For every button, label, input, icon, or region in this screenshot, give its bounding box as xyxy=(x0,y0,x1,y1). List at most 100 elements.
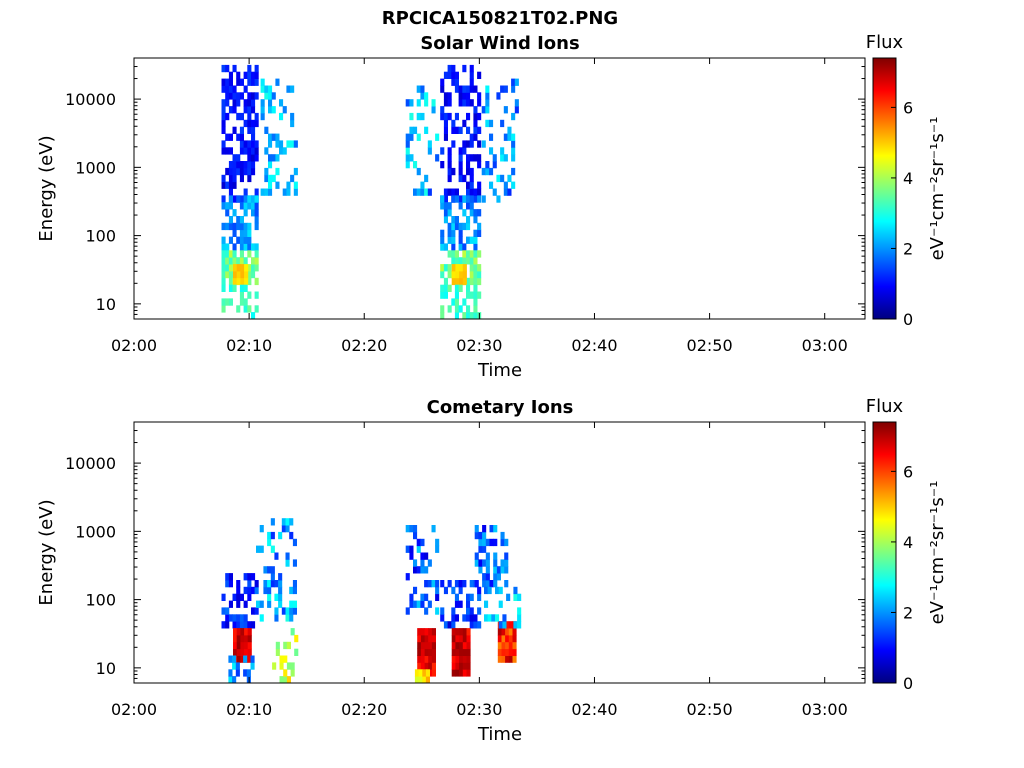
heatmap-cell xyxy=(425,669,430,677)
heatmap-cell xyxy=(416,112,421,121)
heatmap-cell xyxy=(431,655,436,663)
heatmap-cell xyxy=(469,291,474,299)
heatmap-cell xyxy=(493,559,498,567)
heatmap-cell xyxy=(260,106,265,114)
heatmap-cell xyxy=(254,112,259,121)
heatmap-cell xyxy=(454,593,459,601)
heatmap-cell xyxy=(506,593,511,601)
heatmap-cell xyxy=(485,580,490,588)
heatmap-cell xyxy=(271,106,276,114)
heatmap-cell xyxy=(477,188,482,196)
heatmap-cell xyxy=(455,662,460,670)
colorbar: 0 2 4 6 Flux eV⁻¹cm⁻²sr⁻¹s⁻¹ xyxy=(866,396,948,693)
heatmap-cell xyxy=(440,229,445,237)
heatmap-cell xyxy=(221,243,226,251)
heatmap-cell xyxy=(251,195,256,203)
heatmap-cell xyxy=(413,600,418,608)
heatmap-cell xyxy=(466,641,471,650)
heatmap-cell xyxy=(431,648,436,656)
heatmap-cell xyxy=(477,209,482,217)
heatmap-cell xyxy=(489,147,494,155)
heatmap-cell xyxy=(505,634,510,643)
heatmap-cell xyxy=(500,85,505,93)
heatmap-cell xyxy=(282,188,287,196)
heatmap-cell xyxy=(500,566,505,574)
heatmap-cell xyxy=(443,243,448,251)
heatmap-cell xyxy=(251,71,256,79)
heatmap-cell xyxy=(240,634,245,643)
heatmap-cell xyxy=(462,298,467,306)
heatmap-cell xyxy=(236,593,241,601)
heatmap-cell xyxy=(264,147,269,155)
heatmap-cell xyxy=(440,312,445,320)
heatmap-cell xyxy=(251,243,256,251)
heatmap-cell xyxy=(466,250,471,258)
heatmap-cell xyxy=(270,573,275,581)
heatmap-cell xyxy=(268,133,273,141)
heatmap-cell xyxy=(243,621,248,629)
heatmap-cell xyxy=(487,586,492,595)
heatmap-cell xyxy=(243,669,248,677)
heatmap-cell xyxy=(247,648,252,656)
heatmap-cell xyxy=(503,181,508,189)
heatmap-cell xyxy=(416,85,421,93)
heatmap-cell xyxy=(232,621,237,629)
heatmap-cell xyxy=(443,71,448,79)
heatmap-cell xyxy=(228,669,233,677)
heatmap-cell xyxy=(501,648,506,656)
heatmap-cell xyxy=(251,106,256,114)
heatmap-cell xyxy=(281,607,286,615)
heatmap-cell xyxy=(293,167,298,176)
heatmap-cell xyxy=(454,298,459,306)
heatmap-cell xyxy=(413,161,418,169)
heatmap-cell xyxy=(236,600,241,608)
heatmap-cell xyxy=(233,648,238,656)
heatmap-cell xyxy=(489,580,494,588)
heatmap-cell xyxy=(498,621,503,629)
heatmap-cell xyxy=(458,147,463,155)
heatmap-cell xyxy=(225,181,230,189)
heatmap-cell xyxy=(495,586,500,595)
heatmap-cell xyxy=(232,64,237,73)
heatmap-cell xyxy=(420,662,425,670)
x-tick-label: 02:50 xyxy=(687,336,733,355)
heatmap-cell xyxy=(447,71,452,79)
heatmap-cell xyxy=(451,614,456,622)
x-tick-label: 02:40 xyxy=(571,700,617,719)
heatmap-cell xyxy=(466,305,471,313)
heatmap-cell xyxy=(469,257,474,265)
heatmap-cell xyxy=(447,202,452,210)
heatmap-cell xyxy=(514,106,519,114)
heatmap-cell xyxy=(454,188,459,196)
heatmap-cell xyxy=(418,676,423,684)
heatmap-cell xyxy=(228,676,233,684)
heatmap-cell xyxy=(247,236,252,244)
heatmap-cell xyxy=(221,140,226,148)
heatmap-cell xyxy=(232,174,237,183)
heatmap-cell xyxy=(466,312,471,320)
heatmap-cell xyxy=(454,126,459,134)
heatmap-cell xyxy=(431,628,436,636)
heatmap-cell xyxy=(409,133,414,141)
heatmap-cell xyxy=(493,566,498,574)
heatmap-cell xyxy=(451,628,456,636)
heatmap-cell xyxy=(285,559,290,567)
heatmap-cell xyxy=(466,188,471,196)
heatmap-cell xyxy=(451,634,456,643)
heatmap-cell xyxy=(458,305,463,313)
x-tick-label: 02:30 xyxy=(456,336,502,355)
heatmap-cell xyxy=(254,222,259,231)
heatmap-cell xyxy=(239,147,244,155)
heatmap-cell xyxy=(240,628,245,636)
heatmap-cell xyxy=(240,648,245,656)
heatmap-cell xyxy=(232,662,237,670)
heatmap-cell xyxy=(405,140,410,148)
heatmap-cell xyxy=(451,270,456,279)
heatmap-cell xyxy=(459,648,464,656)
heatmap-cell xyxy=(451,641,456,650)
heatmap-cell xyxy=(459,264,464,272)
heatmap-cell xyxy=(417,648,422,656)
heatmap-cell xyxy=(427,147,432,155)
heatmap-cell xyxy=(462,92,467,100)
heatmap-cell xyxy=(493,580,498,588)
